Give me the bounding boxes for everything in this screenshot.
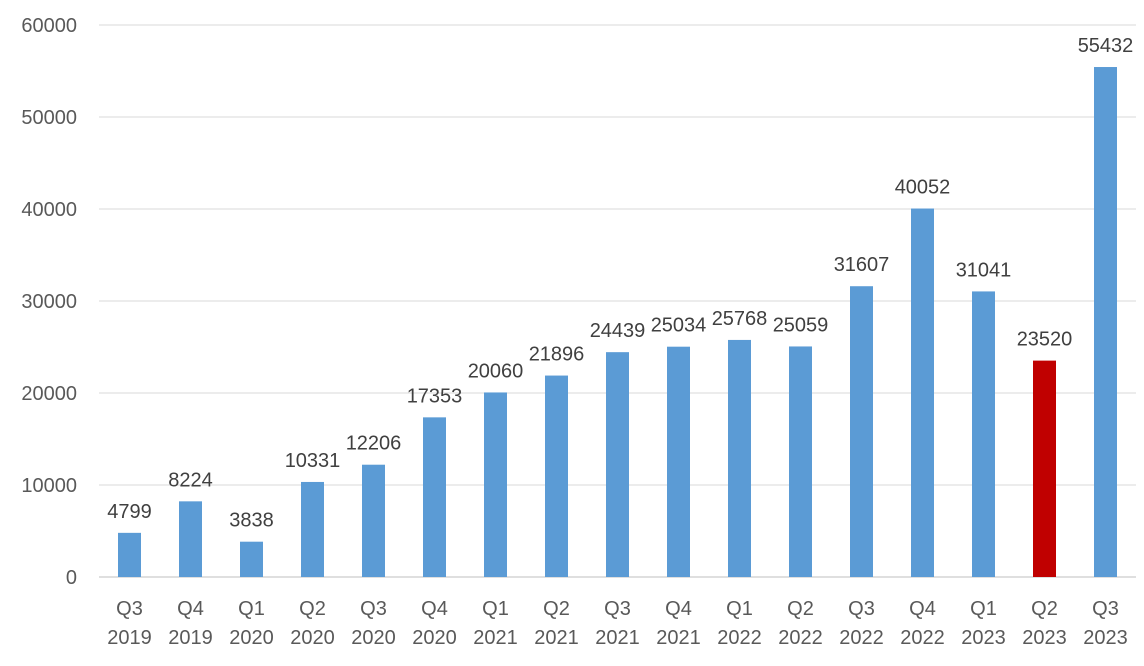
data-label: 23520	[1017, 329, 1073, 351]
data-label: 55432	[1078, 35, 1134, 57]
bar	[850, 286, 873, 577]
bar	[545, 375, 568, 577]
x-tick-label-year: 2020	[351, 627, 396, 649]
x-tick-label-year: 2022	[900, 627, 945, 649]
data-label: 20060	[468, 360, 524, 382]
x-tick-label-year: 2021	[656, 627, 701, 649]
x-tick-label-year: 2019	[107, 627, 152, 649]
data-label: 24439	[590, 320, 646, 342]
y-tick-label: 30000	[21, 291, 77, 313]
x-tick-label-quarter: Q2	[1031, 598, 1058, 620]
x-tick-label-quarter: Q4	[665, 598, 692, 620]
bar	[1094, 67, 1117, 577]
x-tick-label-quarter: Q3	[1092, 598, 1119, 620]
data-label: 8224	[168, 469, 213, 491]
y-axis-tick-labels: 0 10000 20000 30000 40000 50000 60000	[21, 15, 77, 589]
bar	[362, 464, 385, 577]
bar	[667, 346, 690, 577]
bar-highlighted	[1033, 360, 1056, 577]
data-label: 31607	[834, 254, 890, 276]
x-tick-label-quarter: Q3	[848, 598, 875, 620]
x-tick-label-year: 2022	[717, 627, 762, 649]
x-tick-label-quarter: Q2	[787, 598, 814, 620]
x-tick-label-year: 2023	[1083, 627, 1128, 649]
x-tick-label-year: 2022	[778, 627, 823, 649]
x-tick-label-quarter: Q3	[360, 598, 387, 620]
x-tick-label-quarter: Q3	[116, 598, 143, 620]
x-tick-label-quarter: Q4	[909, 598, 936, 620]
bar	[728, 339, 751, 577]
data-label: 4799	[107, 501, 152, 523]
y-tick-label: 50000	[21, 107, 77, 129]
bar	[911, 208, 934, 577]
y-tick-label: 40000	[21, 199, 77, 221]
data-label: 25034	[651, 315, 707, 337]
bar	[240, 541, 263, 577]
data-label: 17353	[407, 385, 463, 407]
bar	[484, 392, 507, 577]
x-tick-label-year: 2023	[961, 627, 1006, 649]
bar	[423, 417, 446, 577]
x-tick-label-year: 2019	[168, 627, 213, 649]
x-tick-label-quarter: Q4	[177, 598, 204, 620]
x-tick-label-quarter: Q2	[299, 598, 326, 620]
x-tick-label-year: 2020	[412, 627, 457, 649]
x-tick-label-quarter: Q4	[421, 598, 448, 620]
bars	[118, 67, 1117, 577]
bar	[118, 532, 141, 577]
bar	[301, 481, 324, 577]
x-tick-label-quarter: Q3	[604, 598, 631, 620]
data-label: 10331	[285, 450, 341, 472]
x-tick-label-quarter: Q1	[970, 598, 997, 620]
data-label: 31041	[956, 259, 1012, 281]
y-tick-label: 0	[66, 567, 77, 589]
data-label: 25768	[712, 308, 768, 330]
x-tick-label-quarter: Q1	[238, 598, 265, 620]
y-tick-label: 20000	[21, 383, 77, 405]
x-axis-tick-labels: Q3 2019 Q4 2019 Q1 2020 Q2 2020 Q3 2020 Q4 2020 Q1 20…	[107, 598, 1128, 649]
data-label: 25059	[773, 314, 829, 336]
x-tick-label-year: 2021	[595, 627, 640, 649]
x-tick-label-year: 2022	[839, 627, 884, 649]
data-label: 12206	[346, 433, 402, 455]
x-tick-label-quarter: Q1	[726, 598, 753, 620]
data-label: 40052	[895, 177, 951, 199]
bar	[179, 501, 202, 577]
x-tick-label-year: 2020	[290, 627, 335, 649]
data-label: 21896	[529, 344, 585, 366]
data-label: 3838	[229, 510, 274, 532]
x-tick-label-year: 2023	[1022, 627, 1067, 649]
y-tick-label: 60000	[21, 15, 77, 37]
bar	[972, 291, 995, 577]
x-tick-label-quarter: Q1	[482, 598, 509, 620]
bar	[606, 352, 629, 577]
x-tick-label-year: 2021	[534, 627, 579, 649]
bar	[789, 346, 812, 577]
y-tick-label: 10000	[21, 475, 77, 497]
x-tick-label-year: 2021	[473, 627, 518, 649]
x-tick-label-year: 2020	[229, 627, 274, 649]
x-tick-label-quarter: Q2	[543, 598, 570, 620]
